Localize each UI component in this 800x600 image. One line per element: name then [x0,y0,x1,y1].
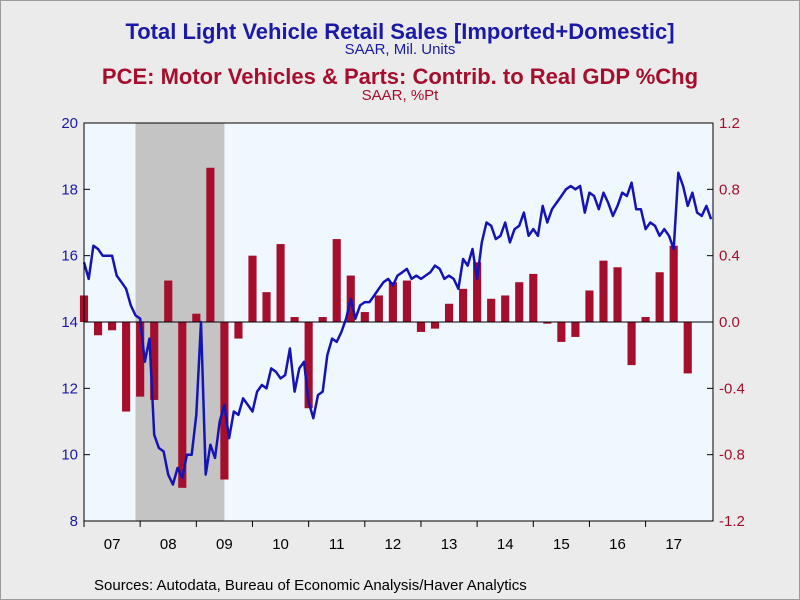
bar [206,167,215,322]
right-tick-label: -0.4 [719,380,745,397]
bar [150,322,159,400]
left-tick-label: 12 [61,380,78,397]
x-tick-label: 10 [272,536,289,553]
bar [571,322,580,337]
bar [444,303,454,322]
bar [543,322,552,324]
bar [599,260,608,322]
bar [136,322,145,397]
bar [683,322,692,374]
bar [290,317,299,322]
x-tick-label: 11 [329,536,345,553]
bar [416,322,426,332]
bar [501,295,510,322]
sales-line [82,171,713,486]
bar [248,255,257,322]
x-tick-label: 12 [385,536,402,553]
bar-series-subtitle: SAAR, %Pt [361,87,439,104]
bar [641,317,650,322]
right-tick-label: 0.4 [719,248,740,265]
bar [93,322,103,336]
line-series-title: Total Light Vehicle Retail Sales [Import… [125,19,675,44]
bar [220,322,229,480]
bars-layer [79,167,692,488]
bar [473,262,482,322]
bar [585,290,594,322]
x-tick-label: 17 [665,536,682,553]
bar [164,280,173,322]
bar [388,282,397,322]
bar [430,322,440,329]
bar [276,244,285,322]
bar [529,273,538,322]
bar [178,322,187,488]
bar [655,272,664,322]
right-tick-label: 0.0 [719,314,740,331]
bar [669,245,678,322]
bar [459,288,468,322]
x-tick-label: 14 [497,536,514,553]
x-tick-label: 09 [216,536,233,553]
bar [122,322,131,412]
bar [515,282,524,322]
bar [487,298,496,322]
bar [192,313,201,322]
bar [108,322,117,331]
left-tick-label: 20 [61,115,78,132]
right-tick-label: -1.2 [719,513,745,530]
x-tick-label: 07 [104,536,121,553]
source-note: Sources: Autodata, Bureau of Economic An… [94,577,527,594]
bar [332,239,341,322]
x-tick-label: 08 [160,536,177,553]
bar [360,312,369,322]
left-tick-label: 16 [61,248,78,265]
x-tick-label: 15 [553,536,570,553]
right-tick-label: -0.8 [719,447,745,464]
x-tick-label: 16 [609,536,626,553]
bar [627,322,636,366]
bar [374,295,383,322]
right-tick-label: 0.8 [719,181,740,198]
bar [402,280,411,322]
left-tick-label: 14 [61,314,78,331]
bar [557,322,566,342]
x-tick-label: 13 [441,536,458,553]
left-tick-label: 18 [61,181,78,198]
line-series-subtitle: SAAR, Mil. Units [344,41,456,58]
bar [234,322,243,339]
bar [318,317,327,322]
line-layer [82,171,713,486]
bar [304,322,313,409]
axes-layer: 20 18 16 14 12 10 8 1.2 0.8 0.4 0.0 -0.4 -0.8 -1.2 07 0… [61,115,745,553]
bar [613,267,622,322]
right-tick-label: 1.2 [719,115,740,132]
bar [262,292,271,322]
left-tick-label: 10 [61,447,78,464]
bar-series-title: PCE: Motor Vehicles & Parts: Contrib. to… [101,64,699,89]
left-tick-label: 8 [70,513,78,530]
